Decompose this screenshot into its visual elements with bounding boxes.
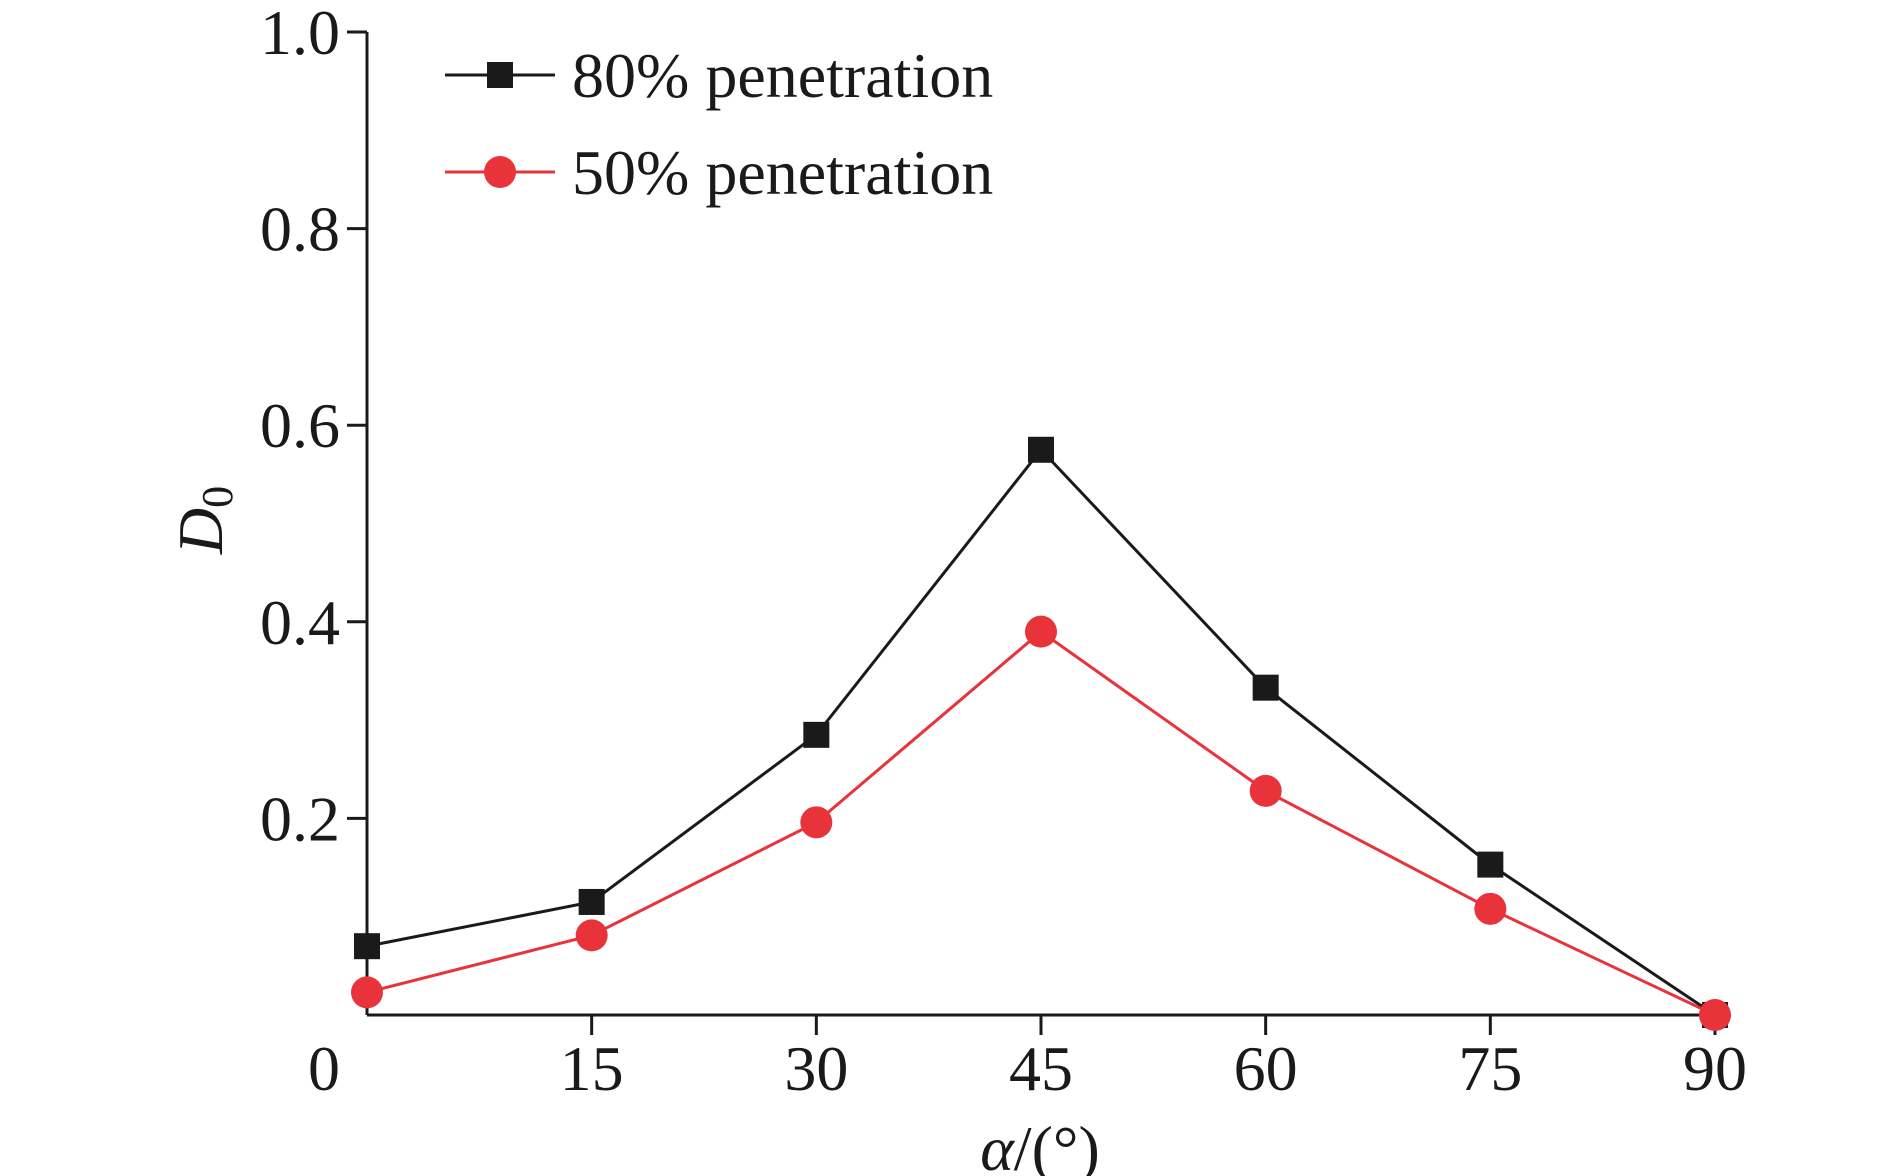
y-tick-label: 0.2: [260, 783, 340, 854]
x-axis-label-var: α: [980, 1113, 1015, 1176]
data-point-circle: [1025, 615, 1057, 648]
y-axis-label: D0: [165, 486, 242, 555]
legend-marker-circle: [484, 156, 516, 188]
x-tick-label: 30: [784, 1033, 848, 1104]
data-point-circle: [1474, 892, 1507, 925]
series-line: [366, 629, 1716, 1017]
data-point-circle: [575, 919, 608, 952]
y-axis-label-sub: 0: [193, 486, 242, 508]
y-tick-label: 0.6: [260, 390, 340, 461]
x-tick-label: 60: [1234, 1033, 1298, 1104]
y-axis-label-var: D: [165, 508, 236, 555]
x-tick-label: 90: [1683, 1033, 1747, 1104]
legend-marker-square: [487, 62, 513, 88]
legend-item: 80% penetration: [445, 40, 993, 111]
x-tick-label: 0: [308, 1033, 340, 1104]
data-point-circle: [351, 976, 383, 1009]
legend-label: 80% penetration: [572, 40, 993, 111]
legend-label: 50% penetration: [572, 137, 993, 208]
x-tick-label: 45: [1009, 1033, 1073, 1104]
data-point-square: [578, 888, 605, 915]
x-ticks: 0 15 30 45 60 75 90: [308, 1015, 1747, 1104]
y-tick-label: 0.8: [260, 194, 340, 265]
legend: 80% penetration 50% penetration: [445, 40, 993, 208]
series-layer: [351, 436, 1731, 1031]
data-point-square: [1477, 851, 1504, 878]
axes: [365, 32, 1715, 1017]
data-point-circle: [1249, 774, 1282, 807]
y-ticks: 0.2 0.4 0.6 0.8 1.0: [260, 0, 367, 854]
series-2: [351, 615, 1731, 1031]
data-point-square: [1028, 436, 1054, 463]
y-tick-label: 0.4: [260, 587, 340, 658]
x-axis-label-unit: /(°): [1014, 1113, 1100, 1176]
data-point-circle: [1699, 999, 1731, 1031]
legend-item: 50% penetration: [445, 137, 993, 208]
x-tick-label: 15: [560, 1033, 624, 1104]
x-axis-label: α/(°): [980, 1113, 1100, 1176]
x-tick-label: 75: [1458, 1033, 1522, 1104]
data-point-square: [354, 933, 380, 960]
y-tick-label: 1.0: [260, 0, 340, 68]
series-1: [354, 436, 1728, 1028]
data-point-circle: [800, 806, 833, 839]
data-point-square: [1252, 674, 1279, 701]
series-line: [366, 447, 1716, 1017]
data-point-square: [803, 721, 830, 748]
